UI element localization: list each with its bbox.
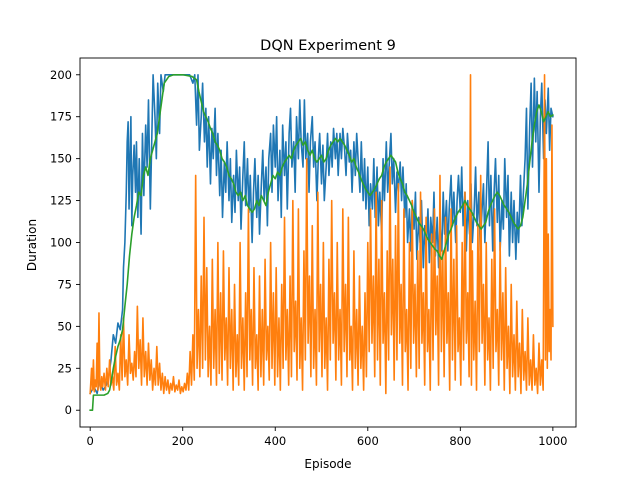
y-tick-label-7: 175 bbox=[50, 110, 72, 124]
y-tick-label-8: 200 bbox=[50, 68, 72, 82]
series-line-2 bbox=[89, 73, 554, 395]
series-line-3 bbox=[89, 73, 554, 412]
chart-title: DQN Experiment 9 bbox=[260, 38, 396, 54]
x-tick-label-1: 200 bbox=[172, 434, 194, 448]
y-tick-label-6: 150 bbox=[50, 152, 72, 166]
series-layer bbox=[89, 73, 554, 412]
x-axis-label: Episode bbox=[304, 457, 351, 471]
x-tick-label-3: 600 bbox=[357, 434, 379, 448]
x-tick-label-0: 0 bbox=[87, 434, 94, 448]
y-tick-label-5: 125 bbox=[50, 194, 72, 208]
x-tick-label-2: 400 bbox=[264, 434, 286, 448]
x-tick-label-4: 800 bbox=[449, 434, 471, 448]
axes-layer: 0 200 400 600 800 1000 0 25 50 75 100 125 150 175 200 bbox=[50, 57, 577, 448]
x-tick-label-5: 1000 bbox=[538, 434, 567, 448]
y-tick-label-3: 75 bbox=[57, 277, 72, 291]
y-tick-label-0: 0 bbox=[65, 403, 72, 417]
y-tick-label-1: 25 bbox=[57, 361, 72, 375]
y-axis-label: Duration bbox=[25, 219, 39, 271]
y-tick-label-4: 100 bbox=[50, 236, 72, 250]
y-tick-label-2: 50 bbox=[57, 319, 72, 333]
